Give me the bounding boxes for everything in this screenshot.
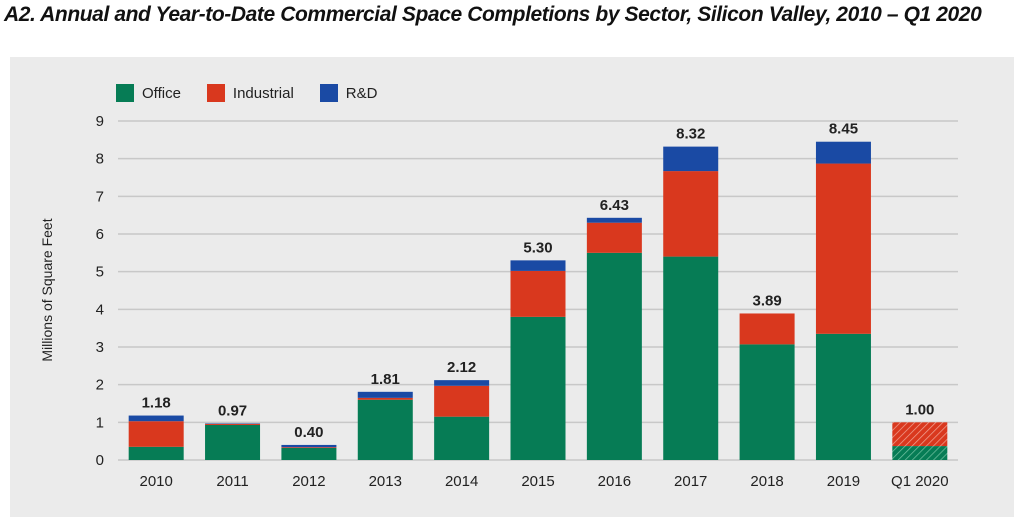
data-label-total: 1.81 xyxy=(371,371,400,388)
bar-rd-2012 xyxy=(281,444,337,448)
bar-office-2014 xyxy=(434,416,490,460)
y-axis-label: Millions of Square Feet xyxy=(39,218,55,361)
bar-office-2015 xyxy=(510,316,566,460)
bar-office-2018 xyxy=(739,344,795,460)
y-tick-label: 4 xyxy=(96,301,104,318)
bar-industrial-2012 xyxy=(281,447,337,448)
bar-industrial-2019 xyxy=(815,163,871,334)
bar-industrial-2016 xyxy=(586,222,642,253)
x-tick-label: 2017 xyxy=(674,473,707,490)
y-tick-label: 8 xyxy=(96,151,104,168)
data-label-total: 2.12 xyxy=(447,359,476,376)
bar-office-q1-2020 xyxy=(892,446,948,460)
y-tick-label: 5 xyxy=(96,264,104,281)
y-tick-label: 7 xyxy=(96,188,104,205)
legend-swatch-industrial xyxy=(206,84,225,102)
bar-industrial-2013 xyxy=(357,397,413,400)
data-label-total: 8.32 xyxy=(676,126,705,143)
bar-office-2012 xyxy=(281,447,337,460)
x-tick-label: 2013 xyxy=(369,473,402,490)
legend-label-industrial: Industrial xyxy=(232,84,294,102)
bar-office-2016 xyxy=(586,252,642,460)
bar-industrial-2011 xyxy=(205,423,261,425)
y-tick-label: 1 xyxy=(96,414,104,431)
bar-office-2017 xyxy=(663,256,719,460)
y-tick-label: 0 xyxy=(96,452,104,469)
bar-industrial-2017 xyxy=(663,171,719,257)
chart-title: A2. Annual and Year-to-Date Commercial S… xyxy=(4,3,982,26)
y-tick-label: 9 xyxy=(96,113,104,130)
bar-rd-2013 xyxy=(357,391,413,398)
bar-rd-2017 xyxy=(663,146,719,172)
x-tick-label: 2016 xyxy=(598,473,631,490)
y-tick-label: 2 xyxy=(96,377,104,394)
legend-item-office: Office xyxy=(116,84,181,102)
legend-item-rd: R&D xyxy=(319,84,378,102)
data-label-total: 3.89 xyxy=(752,292,781,309)
x-tick-label: 2014 xyxy=(445,473,478,490)
x-tick-label: 2019 xyxy=(827,473,860,490)
data-label-total: 1.00 xyxy=(905,401,934,418)
legend-label-office: Office xyxy=(142,84,181,102)
bar-rd-2016 xyxy=(586,217,642,223)
legend-item-industrial: Industrial xyxy=(206,84,294,102)
bar-industrial-q1-2020 xyxy=(892,422,948,447)
bar-industrial-2014 xyxy=(434,385,490,417)
x-tick-label: 2018 xyxy=(750,473,783,490)
legend-swatch-rd xyxy=(319,84,338,102)
x-tick-label: 2010 xyxy=(139,473,172,490)
x-tick-label: Q1 2020 xyxy=(891,473,949,490)
bar-rd-2014 xyxy=(434,380,490,386)
data-label-total: 6.43 xyxy=(600,197,629,214)
legend-label-rd: R&D xyxy=(345,84,378,102)
data-label-total: 0.40 xyxy=(294,424,323,441)
legend: Office Industrial R&D xyxy=(116,84,377,102)
bar-rd-2011 xyxy=(205,423,261,424)
legend-swatch-office xyxy=(116,84,134,102)
bar-office-2010 xyxy=(128,446,184,460)
bar-rd-2010 xyxy=(128,415,184,422)
bar-office-2011 xyxy=(205,424,261,460)
y-tick-label: 6 xyxy=(96,226,104,243)
data-label-total: 5.30 xyxy=(523,239,552,256)
y-tick-label: 3 xyxy=(96,339,104,356)
x-tick-label: 2011 xyxy=(216,473,248,490)
x-tick-label: 2012 xyxy=(292,473,325,490)
data-label-total: 0.97 xyxy=(218,402,247,419)
bar-rd-2015 xyxy=(510,260,566,271)
bar-industrial-2010 xyxy=(128,421,184,447)
x-tick-label: 2015 xyxy=(521,473,554,490)
bar-rd-2019 xyxy=(815,141,871,164)
bar-industrial-2018 xyxy=(739,313,795,345)
bar-office-2019 xyxy=(815,333,871,460)
bar-industrial-2015 xyxy=(510,270,566,317)
data-label-total: 8.45 xyxy=(829,121,858,138)
data-label-total: 1.18 xyxy=(142,395,171,412)
bar-office-2013 xyxy=(357,399,413,460)
